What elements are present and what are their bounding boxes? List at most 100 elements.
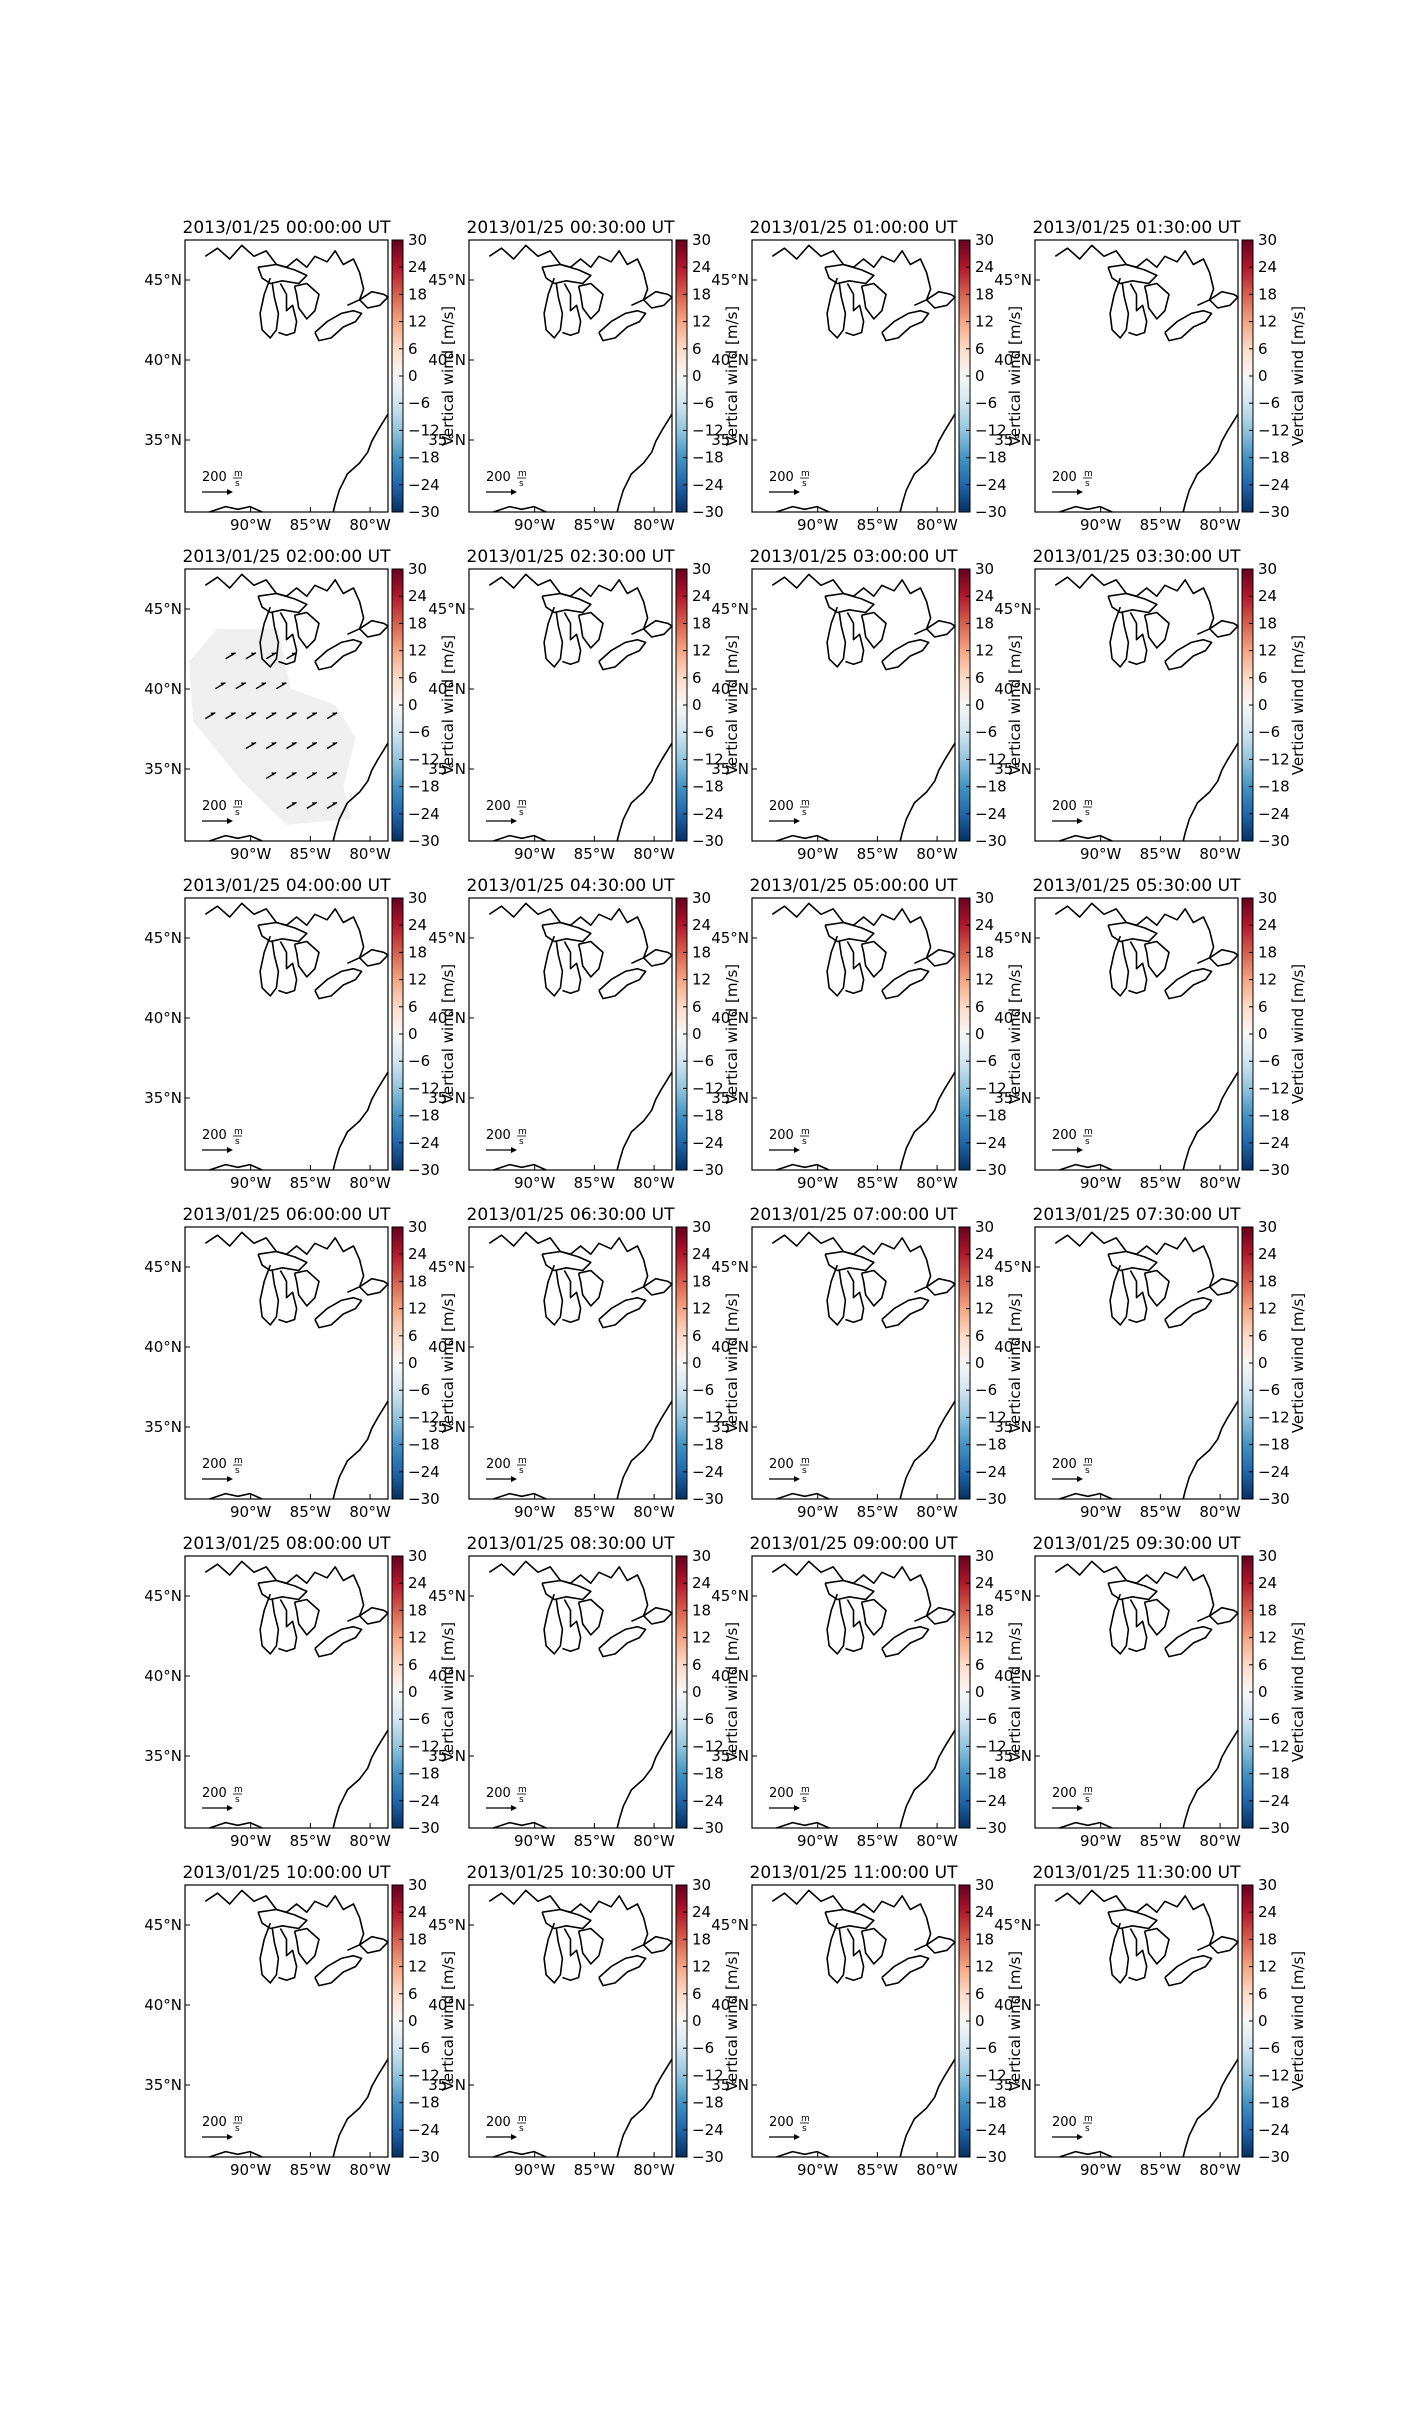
- colorbar-tick-label: −12: [408, 421, 440, 439]
- reference-arrow-head: [794, 489, 800, 495]
- colorbar-tick-label: −18: [408, 2094, 440, 2112]
- coastline: [860, 1269, 887, 1307]
- panel-title: 2013/01/25 09:30:00 UT: [1033, 1534, 1242, 1554]
- colorbar-tick-label: 0: [1258, 2012, 1268, 2030]
- lat-tick-label: 45°N: [994, 1916, 1032, 1934]
- colorbar-tick-label: 12: [1258, 313, 1277, 331]
- colorbar-label: Vertical wind [m/s]: [439, 635, 457, 775]
- coastline: [771, 1889, 932, 1952]
- panel-title: 2013/01/25 10:30:00 UT: [467, 1863, 676, 1883]
- colorbar-tick-label: 12: [408, 1300, 427, 1318]
- colorbar-tick-label: 12: [975, 1958, 994, 1976]
- coastline: [1182, 1729, 1239, 1829]
- panel-title: 2013/01/25 07:30:00 UT: [1033, 1205, 1242, 1225]
- reference-arrow-unit-denominator: s: [1085, 1795, 1090, 1805]
- lon-tick-label: 80°W: [916, 1832, 958, 1850]
- colorbar-label: Vertical wind [m/s]: [1006, 1293, 1024, 1433]
- colorbar-tick-label: 12: [975, 1300, 994, 1318]
- colorbar-tick-label: −6: [1258, 394, 1280, 412]
- lat-tick-label: 40°N: [428, 1996, 466, 2014]
- reference-arrow-head: [511, 818, 517, 824]
- colorbar-tick-label: 18: [408, 1930, 427, 1948]
- reference-arrow-value: 200: [486, 1457, 511, 1472]
- lat-tick-label: 45°N: [711, 271, 749, 289]
- coastline: [1164, 1954, 1213, 1987]
- lon-tick-label: 85°W: [857, 2161, 899, 2179]
- lat-tick-label: 35°N: [144, 431, 182, 449]
- coastline: [278, 1599, 298, 1652]
- colorbar-tick-label: −6: [1258, 723, 1280, 741]
- coastline: [1143, 1269, 1170, 1307]
- lat-tick-label: 40°N: [711, 680, 749, 698]
- lat-tick-label: 40°N: [994, 1996, 1032, 2014]
- reference-arrow-unit-denominator: s: [519, 2124, 524, 2134]
- colorbar-tick-label: 12: [692, 971, 711, 989]
- lat-tick-label: 40°N: [144, 1009, 182, 1027]
- reference-arrow-unit-denominator: s: [519, 1466, 524, 1476]
- reference-arrow-value: 200: [486, 1786, 511, 1801]
- reference-arrow-value: 200: [202, 2115, 227, 2130]
- colorbar-tick-label: 0: [1258, 1683, 1268, 1701]
- colorbar-tick-label: −30: [1258, 503, 1290, 521]
- lat-tick-label: 45°N: [994, 1258, 1032, 1276]
- coastline: [1059, 505, 1113, 513]
- reference-arrow-unit-numerator: m: [801, 1127, 810, 1137]
- colorbar-tick-label: 6: [408, 1985, 418, 2003]
- colorbar-tick-label: −6: [692, 1710, 714, 1728]
- lat-tick-label: 40°N: [144, 1667, 182, 1685]
- lon-tick-label: 80°W: [1199, 1503, 1241, 1521]
- coastline: [826, 1593, 847, 1655]
- coastline: [541, 263, 592, 285]
- coastline: [1109, 935, 1130, 997]
- coastline: [1209, 1935, 1239, 1954]
- colorbar-tick-label: −30: [692, 1490, 724, 1508]
- lat-tick-label: 45°N: [994, 1587, 1032, 1605]
- map-panel: 2013/01/25 07:30:00 UT 90°W 85°W 80°W 35°N 40…: [994, 1205, 1307, 1521]
- map-axes-frame: [184, 568, 389, 842]
- lat-tick-label: 45°N: [428, 929, 466, 947]
- reference-arrow-unit-denominator: s: [235, 1795, 240, 1805]
- coastline: [577, 611, 604, 649]
- coastline: [204, 1231, 365, 1294]
- colorbar-tick-label: 0: [1258, 1025, 1268, 1043]
- lat-tick-label: 35°N: [994, 431, 1032, 449]
- colorbar-tick-label: 0: [692, 696, 702, 714]
- wind-vector-head: [210, 712, 216, 716]
- colorbar-tick-label: 24: [1258, 258, 1277, 276]
- reference-arrow-unit-denominator: s: [519, 808, 524, 818]
- colorbar-tick-label: −30: [1258, 1161, 1290, 1179]
- colorbar-tick-label: −12: [692, 750, 724, 768]
- colorbar-tick-label: 30: [692, 1218, 711, 1236]
- colorbar-tick-label: −24: [692, 1792, 724, 1810]
- wind-vector-head: [230, 652, 236, 656]
- lat-tick-label: 40°N: [428, 351, 466, 369]
- lat-tick-label: 45°N: [428, 1587, 466, 1605]
- coastline: [332, 2058, 389, 2158]
- lat-tick-label: 40°N: [711, 1009, 749, 1027]
- wind-vector-head: [250, 742, 256, 746]
- colorbar-tick-label: −30: [975, 503, 1007, 521]
- coastline: [257, 1908, 308, 1930]
- coastline: [1059, 2150, 1113, 2158]
- coastline: [776, 2150, 830, 2158]
- colorbar-label: Vertical wind [m/s]: [439, 1293, 457, 1433]
- colorbar-tick-label: −12: [408, 1737, 440, 1755]
- reference-arrow-value: 200: [202, 1786, 227, 1801]
- map-panel: 2013/01/25 08:30:00 UT 90°W 85°W 80°W 35°N 40…: [428, 1534, 741, 1850]
- colorbar-tick-label: −24: [408, 2121, 440, 2139]
- colorbar-tick-label: 30: [975, 1218, 994, 1236]
- reference-arrow-head: [1077, 1805, 1083, 1811]
- colorbar-tick-label: 6: [975, 1985, 985, 2003]
- colorbar-tick-label: −18: [975, 1107, 1007, 1125]
- colorbar-tick-label: −30: [692, 503, 724, 521]
- lon-tick-label: 85°W: [1140, 2161, 1182, 2179]
- coastline: [209, 2150, 263, 2158]
- colorbar-tick-label: 18: [975, 285, 994, 303]
- coastline: [562, 941, 582, 994]
- colorbar-tick-label: 6: [692, 1327, 702, 1345]
- reference-arrow-head: [1077, 818, 1083, 824]
- lon-tick-label: 80°W: [633, 1174, 675, 1192]
- colorbar-label: Vertical wind [m/s]: [723, 1951, 741, 2091]
- colorbar-tick-label: −24: [1258, 2121, 1290, 2139]
